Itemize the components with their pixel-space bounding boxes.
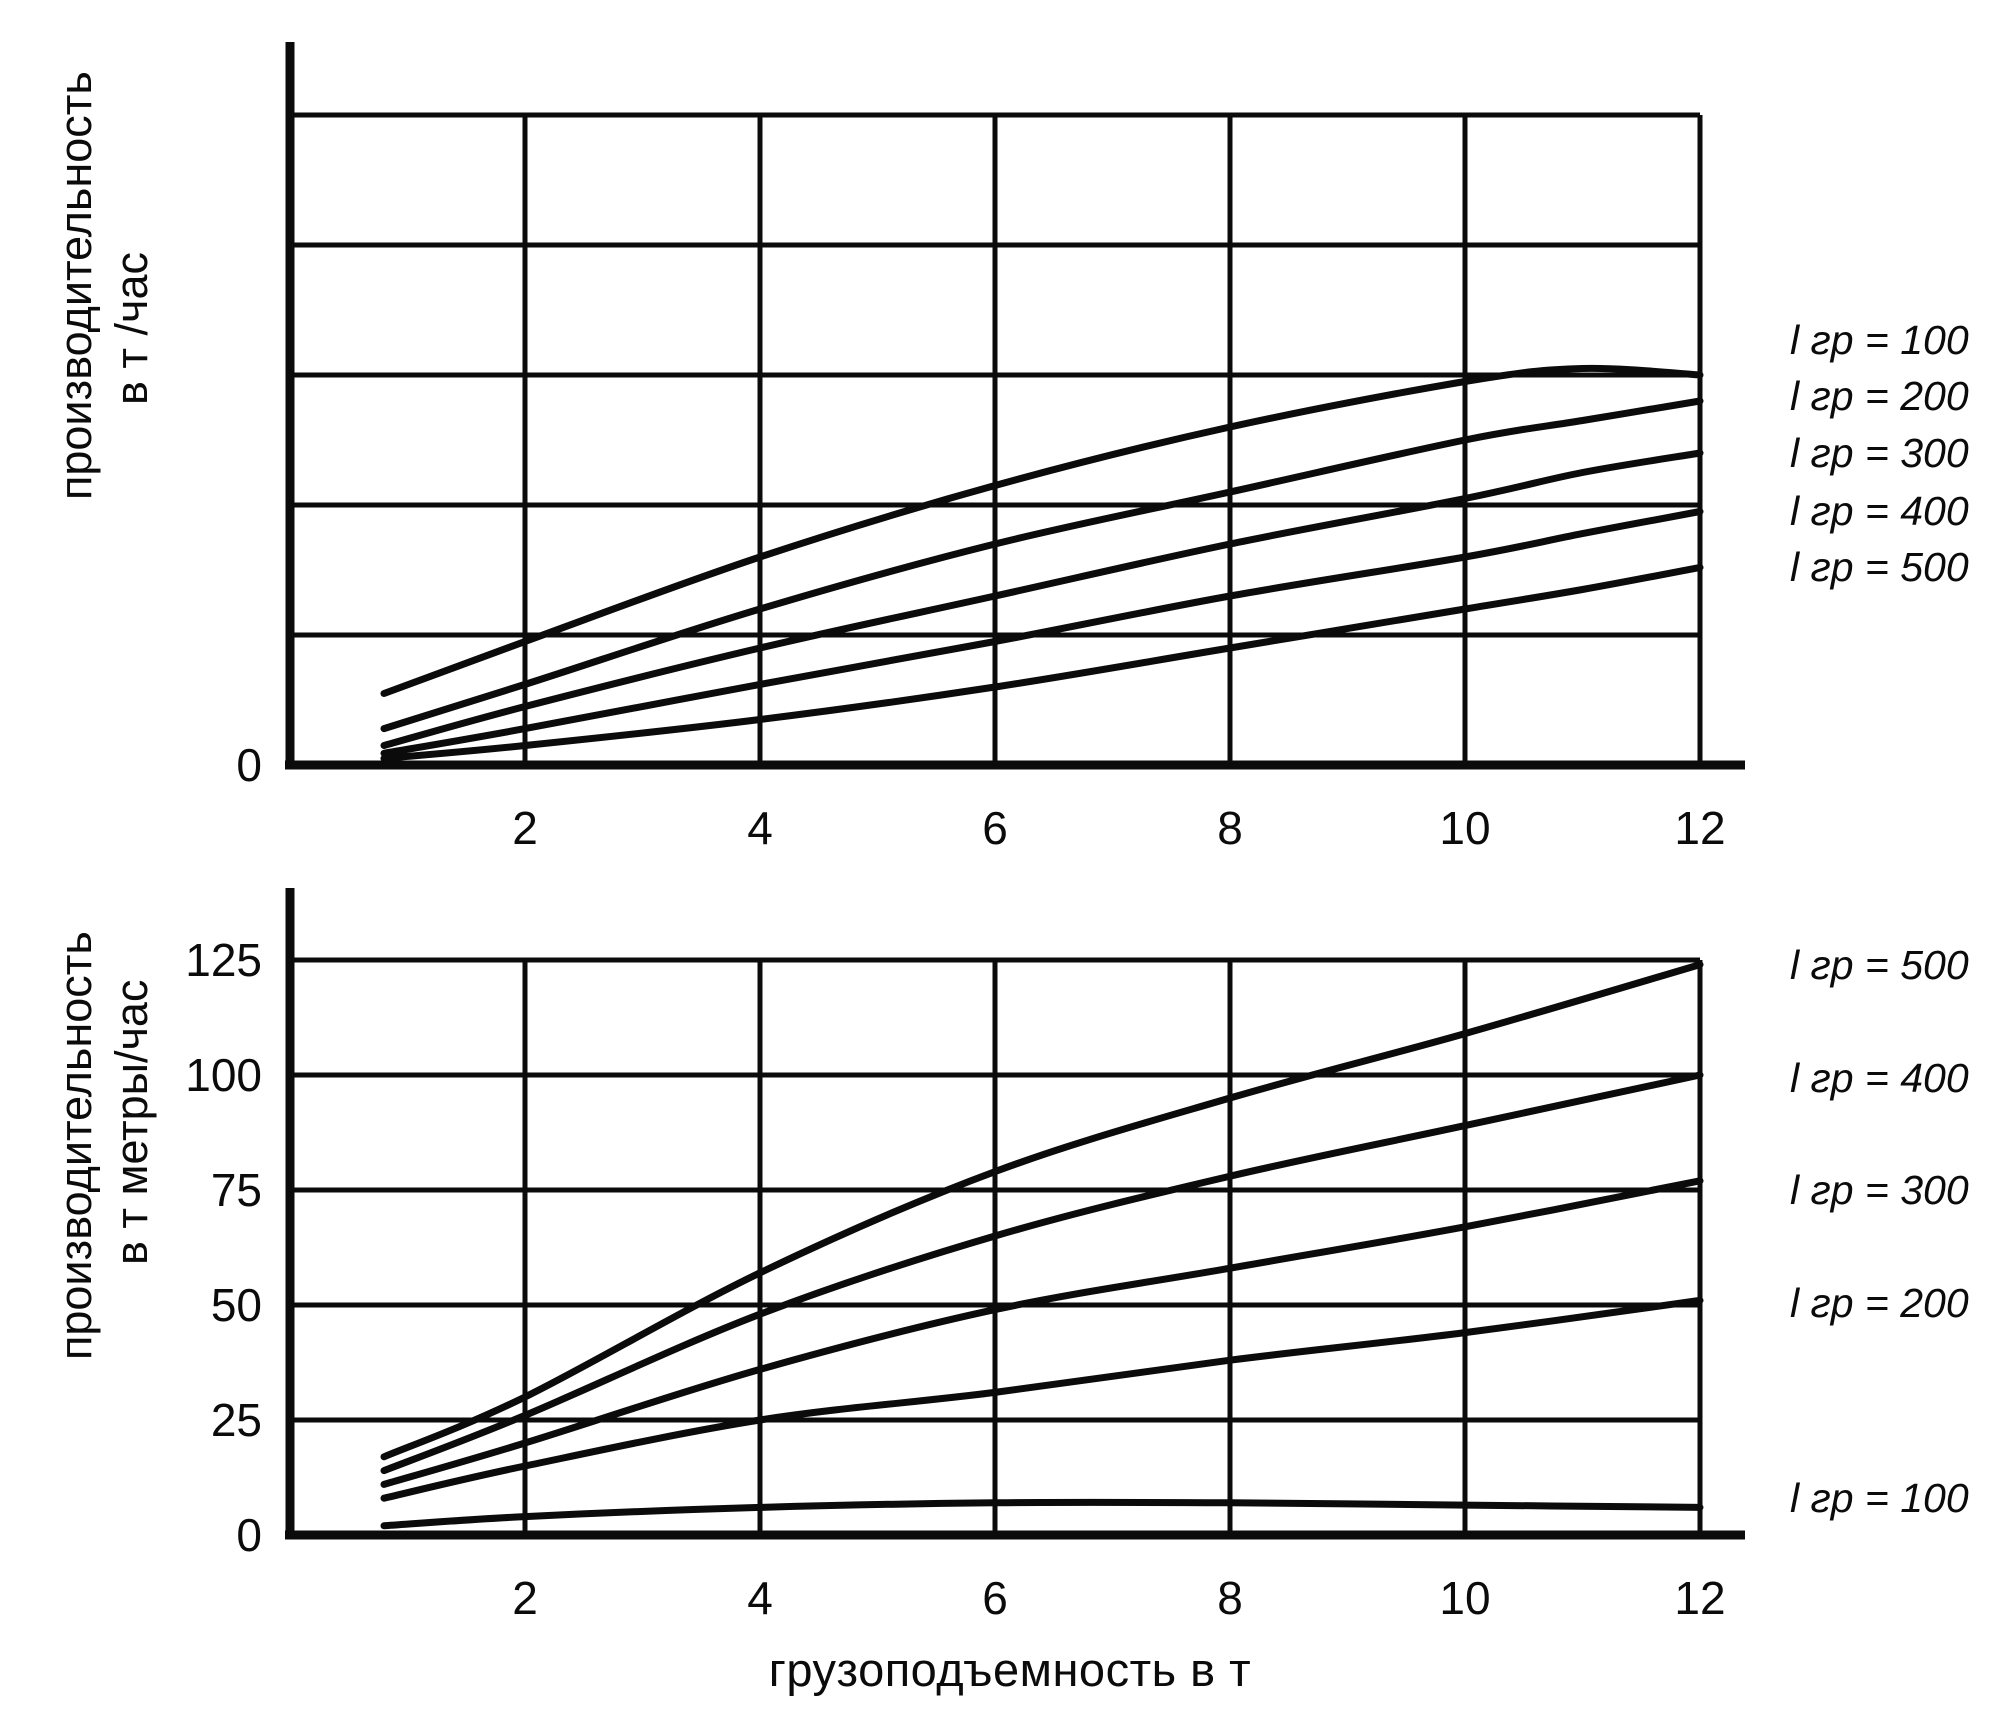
curve-100: [380, 1498, 1704, 1530]
legend-label: l гр = 300: [1790, 430, 1969, 476]
curve-500: [380, 961, 1704, 1461]
curve-200: [380, 397, 1704, 733]
x-tick-label: 4: [747, 802, 773, 854]
x-tick-label: 4: [747, 1572, 773, 1624]
x-tick-label: 12: [1674, 1572, 1725, 1624]
x-tick-label: 10: [1439, 802, 1490, 854]
y-tick-label: 50: [211, 1279, 262, 1331]
curve-500: [380, 563, 1704, 762]
legend-label: l гр = 500: [1790, 942, 1969, 988]
x-tick-label: 2: [512, 802, 538, 854]
y-tick-label: 75: [211, 1164, 262, 1216]
y-axis-title-line2: в т /час: [106, 252, 157, 405]
x-tick-label: 8: [1217, 1572, 1243, 1624]
legend-label: l гр = 100: [1790, 317, 1969, 363]
curve-300: [380, 1177, 1704, 1488]
x-tick-label: 2: [512, 1572, 538, 1624]
y-tick-label: 25: [211, 1394, 262, 1446]
x-tick-label: 8: [1217, 802, 1243, 854]
curve-400: [380, 1071, 1704, 1475]
bottom-chart: 2 4 6 8 10 12 0 25 50 75 100 125 l гр = 500 l гр = 40…: [50, 888, 1969, 1624]
legend-label: l гр = 100: [1790, 1475, 1969, 1521]
y-tick-label: 0: [236, 739, 262, 791]
x-axis-title: грузоподъемность в т: [768, 1643, 1252, 1696]
curve-100: [380, 364, 1704, 697]
x-tick-label: 6: [982, 1572, 1008, 1624]
curve-200: [380, 1296, 1704, 1502]
legend-label: l гр = 200: [1790, 373, 1969, 419]
top-chart: 2 4 6 8 10 12 0 l гр = 100 l гр = 200 l гр = 300 l…: [50, 42, 1969, 854]
y-tick-label: 125: [185, 934, 262, 986]
legend-label: l гр = 400: [1790, 1055, 1969, 1101]
y-axis-title: производительность в т /час: [50, 71, 157, 500]
legend-label: l гр = 200: [1790, 1280, 1969, 1326]
legend-label: l гр = 400: [1790, 488, 1969, 534]
y-axis-title-line1: производительность: [50, 931, 101, 1360]
curve-300: [380, 449, 1704, 749]
x-tick-label: 12: [1674, 802, 1725, 854]
x-tick-label: 10: [1439, 1572, 1490, 1624]
x-tick-label: 6: [982, 802, 1008, 854]
y-tick-label: 100: [185, 1049, 262, 1101]
curve-400: [380, 508, 1704, 757]
y-axis-title: производительность в т метры/час: [50, 931, 157, 1360]
legend-label: l гр = 300: [1790, 1167, 1969, 1213]
y-tick-label: 0: [236, 1509, 262, 1561]
y-axis-title-line1: производительность: [50, 71, 101, 500]
y-axis-title-line2: в т метры/час: [106, 980, 157, 1265]
legend-label: l гр = 500: [1790, 544, 1969, 590]
